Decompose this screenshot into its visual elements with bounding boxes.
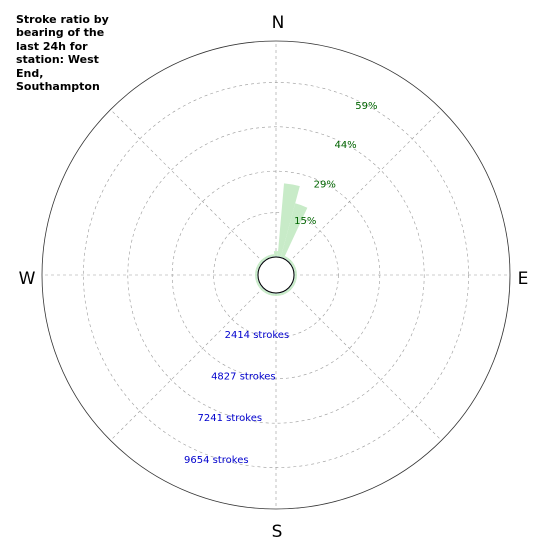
ratio-bar — [286, 257, 291, 263]
grid-outer-ring — [41, 40, 511, 510]
ratio-bar — [280, 203, 308, 259]
ratio-ring-label: 59% — [355, 101, 377, 112]
compass-w: W — [19, 269, 36, 289]
center-hole — [257, 256, 295, 294]
ratio-bar — [288, 260, 294, 265]
ratio-bar — [258, 260, 264, 265]
grid-ring — [127, 126, 425, 424]
grid-spoke — [110, 287, 264, 441]
count-ring-label: 2414 strokes — [225, 330, 290, 341]
ratio-bar — [258, 285, 264, 290]
ratio-ring-label: 29% — [314, 179, 336, 190]
ratio-bar — [255, 273, 259, 277]
compass-n: N — [272, 13, 285, 33]
ratio-ring-label: 15% — [294, 216, 316, 227]
count-ring-label: 7241 strokes — [198, 413, 263, 424]
count-ring-label: 9654 strokes — [184, 455, 249, 466]
grid-spoke — [110, 109, 264, 263]
ratio-ring-label: 44% — [334, 140, 356, 151]
chart-title: Stroke ratio by bearing of the last 24h … — [16, 13, 109, 94]
compass-e: E — [518, 269, 529, 289]
center-circle — [257, 256, 295, 294]
ratio-bar — [261, 287, 266, 293]
ring-labels: 15% 29% 44% 59% 2414 strokes 4827 strokes 7241… — [184, 101, 378, 466]
count-ring-label: 4827 strokes — [211, 371, 276, 382]
grid-spoke — [288, 109, 442, 263]
ratio-bar — [286, 287, 291, 293]
ratio-bar — [277, 183, 300, 258]
compass-s: S — [272, 522, 283, 542]
ratio-bar — [288, 285, 294, 290]
grid — [41, 40, 511, 510]
ratio-bar — [293, 273, 297, 277]
ratio-bar — [273, 251, 279, 258]
grid-spoke — [288, 287, 442, 441]
ratio-bar — [261, 257, 266, 263]
ratio-bar — [274, 292, 278, 296]
